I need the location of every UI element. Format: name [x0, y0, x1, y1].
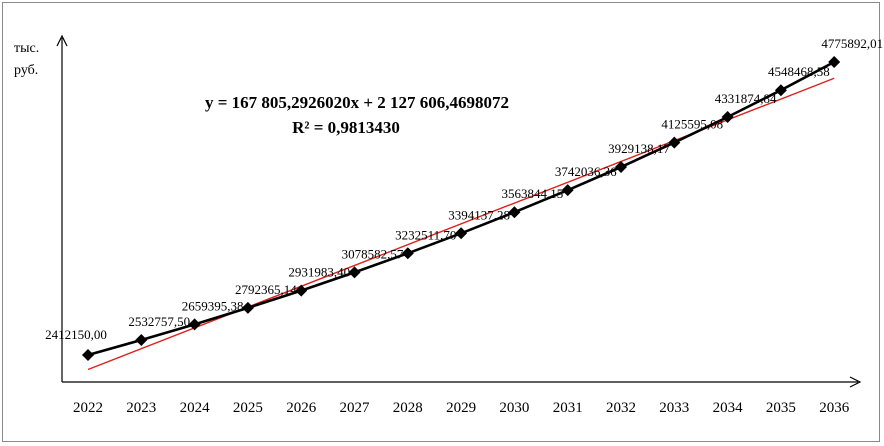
- x-tick-label-2023: 2023: [126, 400, 156, 416]
- data-point-2027: [348, 266, 361, 279]
- x-tick-label-2025: 2025: [233, 400, 263, 416]
- data-point-2034: [721, 111, 734, 124]
- data-label-2028: 3232511,70: [395, 227, 456, 242]
- x-tick-label-2030: 2030: [499, 400, 529, 416]
- x-tick-label-2026: 2026: [286, 400, 317, 416]
- data-label-2029: 3394137,28: [448, 207, 510, 222]
- x-ticks-layer: 2022 2023 2024 2025 2026 2027 2028 2029 2030 2031…: [73, 400, 850, 416]
- y-axis-arrow: [56, 34, 68, 47]
- x-tick-label-2024: 2024: [180, 400, 211, 416]
- data-label-2034: 4331874,84: [715, 91, 777, 106]
- y-axis-label-line1: тыс.: [14, 41, 39, 56]
- data-label-2033: 4125595,08: [661, 117, 723, 132]
- data-point-2035: [774, 84, 787, 97]
- x-tick-label-2028: 2028: [393, 400, 423, 416]
- data-point-2031: [561, 184, 574, 197]
- data-label-2032: 3929138,17: [608, 141, 670, 156]
- data-point-2022: [82, 349, 94, 361]
- data-label-2024: 2659395,38: [182, 298, 244, 313]
- trendline-r2: R² = 0,9813430: [292, 118, 400, 137]
- data-point-2025: [241, 301, 254, 314]
- data-point-2036: [828, 56, 841, 68]
- data-point-2032: [615, 160, 627, 173]
- chart-frame: [2, 2, 880, 442]
- data-label-2031: 3742036,36: [555, 164, 617, 179]
- data-point-2024: [188, 318, 201, 331]
- data-label-2026: 2931983,40: [288, 265, 350, 280]
- trendline-equation: y = 167 805,2926020x + 2 127 606,4698072: [205, 93, 509, 112]
- series-points-layer: [82, 56, 841, 361]
- data-labels-layer: 2412150,00 2532757,502659395,382792365,14…: [45, 36, 883, 342]
- x-tick-label-2031: 2031: [553, 400, 583, 416]
- y-axis-label-line2: руб.: [14, 63, 38, 78]
- data-label-2036: 4775892,01: [821, 36, 883, 51]
- x-tick-label-2029: 2029: [446, 400, 476, 416]
- data-label-2027: 3078582,57: [342, 246, 404, 261]
- x-tick-label-2022: 2022: [73, 400, 103, 416]
- x-tick-label-2036: 2036: [819, 400, 850, 416]
- data-label-2022: 2412150,00: [45, 327, 107, 342]
- data-point-2023: [135, 334, 148, 347]
- data-point-2030: [508, 206, 521, 219]
- x-tick-label-2032: 2032: [606, 400, 636, 416]
- data-point-2026: [295, 284, 308, 297]
- data-label-2023: 2532757,50: [128, 314, 190, 329]
- x-tick-label-2035: 2035: [766, 400, 796, 416]
- x-tick-label-2034: 2034: [713, 400, 744, 416]
- data-point-2028: [401, 247, 414, 260]
- x-tick-label-2033: 2033: [659, 400, 689, 416]
- data-label-2035: 4548468,58: [768, 64, 830, 79]
- x-tick-label-2027: 2027: [340, 400, 371, 416]
- data-label-2030: 3563844,15: [502, 186, 564, 201]
- x-axis-arrow: [849, 376, 862, 388]
- data-point-2029: [455, 227, 468, 240]
- data-point-2033: [668, 136, 681, 149]
- data-label-2025: 2792365,14: [235, 282, 297, 297]
